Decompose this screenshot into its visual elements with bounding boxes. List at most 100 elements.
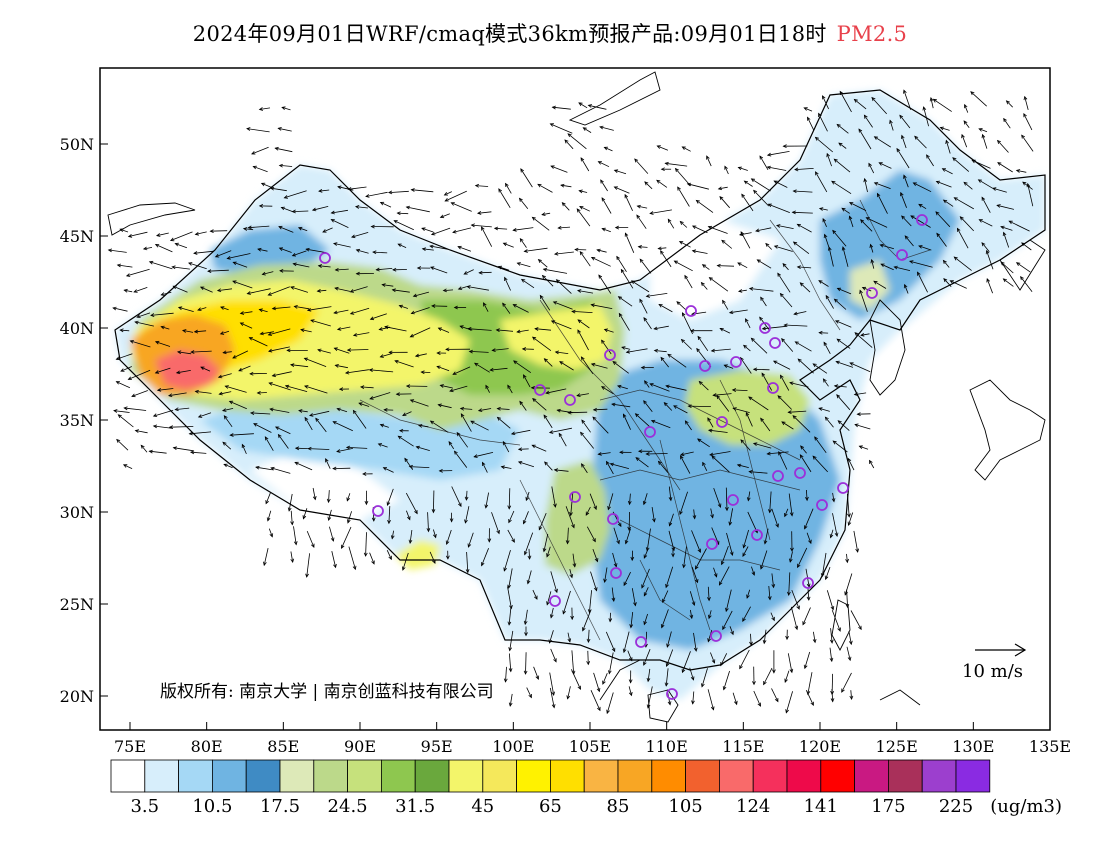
wind-vector — [270, 187, 287, 192]
wind-vector — [917, 272, 928, 293]
wind-vector-head — [283, 195, 288, 199]
wind-vector-head — [336, 449, 341, 453]
wind-vector-head — [818, 407, 823, 411]
wind-vector-head — [115, 381, 120, 385]
wind-vector — [246, 128, 270, 133]
wind-vector — [278, 127, 292, 132]
wind-vector — [508, 488, 511, 509]
wind-vector — [791, 589, 800, 610]
wind-vector — [1000, 261, 1014, 274]
wind-vector — [837, 420, 850, 431]
wind-vector-head — [474, 183, 480, 188]
wind-vector-head — [421, 227, 426, 231]
wind-vector — [942, 168, 953, 175]
wind-vector-head — [941, 168, 947, 172]
wind-vector — [317, 289, 327, 292]
wind-vector — [601, 386, 614, 395]
wind-vector — [901, 215, 912, 227]
wind-vector — [551, 486, 556, 508]
wind-vector — [380, 424, 389, 428]
wind-vector — [292, 250, 307, 257]
wind-vector-head — [281, 106, 286, 110]
wind-vector-head — [152, 413, 158, 417]
wind-vector-head — [910, 215, 915, 220]
wind-vector — [507, 529, 515, 543]
wind-vector-head — [224, 385, 229, 389]
wind-vector — [469, 351, 489, 353]
wind-vector — [862, 287, 872, 292]
wind-vector — [406, 510, 411, 520]
wind-vector-head — [832, 440, 837, 445]
wind-vector-head — [502, 302, 506, 307]
wind-vector-head — [269, 533, 274, 538]
wind-vector-head — [834, 532, 839, 538]
wind-vector — [549, 687, 555, 708]
wind-vector — [468, 532, 474, 548]
wind-vector-head — [352, 409, 357, 415]
wind-vector — [153, 425, 173, 429]
wind-vector-head — [537, 183, 542, 188]
wind-vector — [718, 186, 728, 190]
wind-vector-head — [279, 268, 284, 273]
wind-vector-head — [152, 424, 158, 429]
wind-vector — [797, 223, 812, 233]
wind-vector — [749, 471, 768, 474]
wind-vector — [747, 491, 751, 501]
wind-vector — [581, 356, 594, 375]
lon-tick-label: 115E — [722, 737, 764, 756]
wind-vector-head — [849, 362, 854, 366]
wind-vector — [422, 248, 434, 251]
wind-vector — [571, 669, 581, 690]
wind-vector — [997, 140, 1009, 153]
wind-vector-head — [266, 517, 271, 522]
wind-vector-head — [415, 445, 420, 450]
wind-vector — [713, 567, 717, 577]
wind-vector-head — [160, 292, 165, 296]
wind-vector — [605, 631, 616, 652]
wind-vector-head — [397, 243, 402, 248]
wind-vector-head — [901, 215, 906, 220]
wind-vector-head — [853, 98, 858, 103]
wind-vector-head — [181, 329, 187, 333]
province-boundary-line — [859, 199, 931, 261]
wind-vector-head — [553, 658, 557, 663]
wind-vector-head — [997, 162, 1002, 166]
wind-vector — [604, 147, 613, 152]
wind-vector-head — [826, 152, 830, 158]
wind-vector-head — [119, 328, 124, 333]
wind-vector-head — [617, 522, 622, 528]
wind-vector-head — [349, 289, 354, 293]
wind-vector-head — [724, 165, 728, 170]
wind-vector — [471, 224, 492, 228]
wind-vector — [341, 526, 352, 549]
wind-vector — [836, 124, 849, 134]
wind-vector — [696, 348, 712, 368]
wind-vector — [388, 190, 409, 193]
wind-vector — [398, 243, 407, 248]
wind-vector-head — [586, 661, 591, 666]
wind-vector — [774, 180, 788, 188]
province-boundary-line — [599, 389, 801, 461]
wind-vector — [532, 336, 552, 352]
wind-vector — [747, 511, 758, 533]
wind-vector-head — [542, 548, 547, 553]
wind-vector — [864, 115, 873, 128]
wind-vector-head — [815, 171, 819, 176]
wind-vector-head — [582, 127, 587, 131]
wind-vector — [724, 364, 734, 369]
wind-vector — [298, 227, 308, 232]
wind-vector — [433, 490, 435, 513]
wind-vector-head — [707, 225, 713, 230]
wind-vector — [558, 433, 567, 447]
wind-vector — [834, 158, 851, 173]
wind-vector-head — [606, 709, 610, 715]
wind-vector — [191, 350, 212, 353]
wind-vector-head — [777, 395, 782, 400]
wind-vector — [707, 586, 710, 601]
wind-vector — [402, 552, 409, 571]
wind-vector — [433, 529, 437, 538]
wind-vector-head — [794, 167, 799, 172]
legend-swatch — [888, 759, 923, 793]
wind-vector-head — [611, 597, 616, 603]
wind-vector — [797, 266, 812, 269]
